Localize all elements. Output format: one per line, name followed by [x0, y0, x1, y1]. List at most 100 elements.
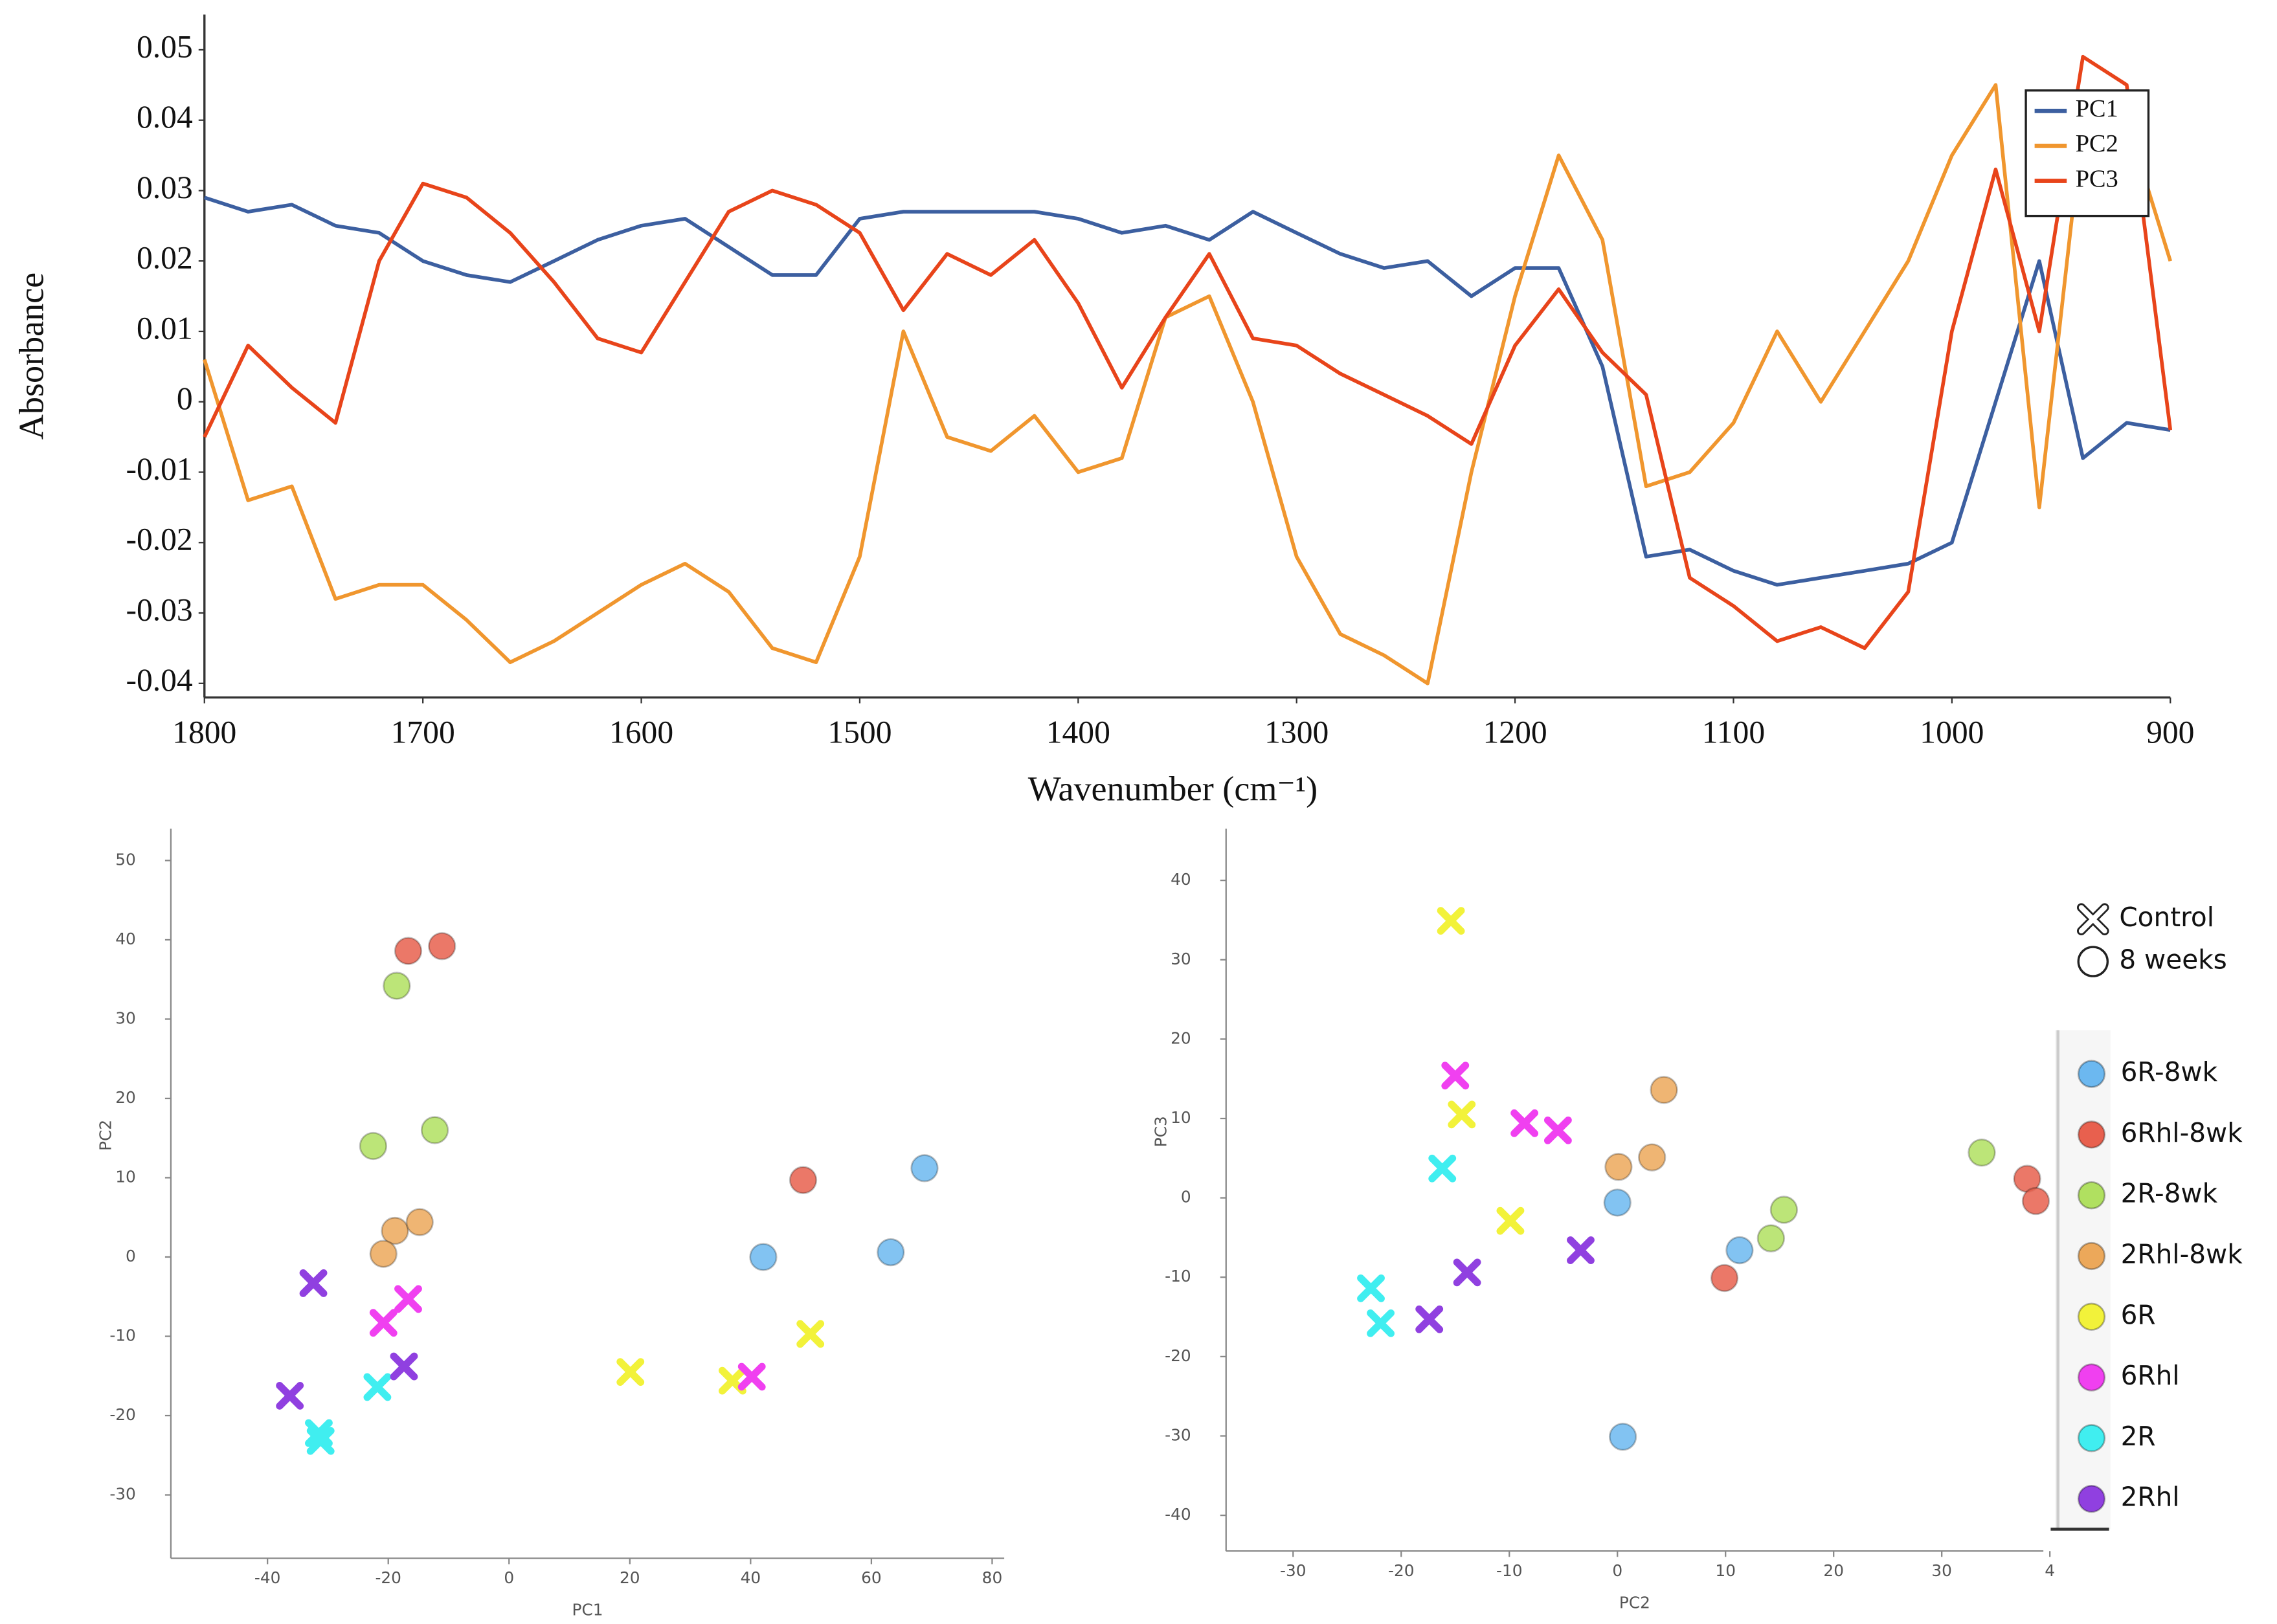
legend-label: PC2 — [2076, 130, 2118, 157]
x-axis-label: PC2 — [1619, 1593, 1650, 1612]
y-tick-label: 30 — [115, 1008, 136, 1027]
legend-box — [2025, 89, 2150, 217]
legend-marker — [2077, 946, 2109, 977]
y-tick-label: 30 — [1171, 950, 1191, 968]
legend-label: 2Rhl-8wk — [2121, 1238, 2243, 1269]
y-axis-label: PC3 — [1152, 1116, 1171, 1147]
x-marker — [1428, 1154, 1457, 1183]
x-marker — [1448, 1100, 1476, 1129]
x-marker — [369, 1309, 398, 1337]
y-tick-label: 0 — [1181, 1188, 1191, 1207]
x-axis-label: Wavenumber (cm⁻¹) — [1028, 769, 1318, 808]
x-marker — [1496, 1207, 1525, 1235]
legend-marker — [2077, 1060, 2106, 1088]
y-tick-label: -10 — [1165, 1267, 1191, 1285]
x-marker — [1357, 1274, 1385, 1302]
legend-label: 6R-8wk — [2121, 1056, 2218, 1087]
line-series — [203, 54, 2173, 651]
x-marker — [1510, 1109, 1539, 1137]
x-tick-label: 1600 — [609, 715, 673, 750]
y-axis-label: PC2 — [96, 1120, 115, 1151]
y-tick-label: 40 — [115, 929, 136, 948]
y-tick-label: -0.04 — [126, 662, 192, 698]
circle-marker — [1603, 1188, 1632, 1217]
y-tick-label: 10 — [115, 1167, 136, 1186]
x-marker — [299, 1269, 328, 1297]
circle-marker — [1650, 1076, 1678, 1104]
circle-marker — [405, 1208, 434, 1236]
legend-label: 6R — [2121, 1299, 2156, 1330]
legend-panel — [2055, 1030, 2111, 1529]
circle-marker — [420, 1116, 449, 1144]
y-tick-label: 0.04 — [137, 99, 193, 135]
x-marker — [616, 1358, 645, 1386]
circle-marker — [1769, 1196, 1799, 1224]
y-tick-label: 0 — [177, 381, 193, 416]
legend-marker — [2077, 1363, 2106, 1392]
x-tick-label: 1400 — [1046, 715, 1110, 750]
x-tick-label: 4 — [2045, 1561, 2055, 1580]
x-tick-label: 900 — [2146, 715, 2194, 750]
circle-marker — [1968, 1139, 1996, 1167]
y-tick-label: 0.01 — [137, 310, 193, 346]
x-tick-label: 80 — [982, 1568, 1003, 1587]
x-tick-label: 0 — [504, 1568, 514, 1587]
x-axis-label: PC1 — [572, 1601, 603, 1619]
x-tick-label: -10 — [1496, 1561, 1522, 1580]
circle-marker — [910, 1154, 939, 1183]
circle-marker — [1604, 1153, 1633, 1181]
circle-marker — [381, 1216, 409, 1245]
circle-marker — [1725, 1236, 1754, 1265]
x-tick-label: 1000 — [1920, 715, 1984, 750]
circle-marker — [1710, 1263, 1739, 1293]
legend-label: PC1 — [2076, 95, 2118, 122]
x-marker — [276, 1381, 304, 1410]
y-tick-label: 50 — [115, 850, 136, 869]
x-marker — [1437, 907, 1465, 935]
y-tick-label: -0.02 — [126, 522, 192, 557]
x-tick-label: 1800 — [172, 715, 236, 750]
circle-marker — [369, 1240, 398, 1268]
circle-marker — [383, 972, 411, 1000]
legend-marker — [2077, 1241, 2106, 1271]
y-tick-label: 0.05 — [137, 28, 193, 64]
legend-label: 6Rhl — [2121, 1360, 2180, 1391]
x-marker — [1453, 1258, 1481, 1287]
y-tick-label: -30 — [109, 1485, 135, 1504]
x-tick-label: 1700 — [391, 715, 455, 750]
x-marker — [1441, 1062, 1470, 1090]
x-marker — [1415, 1305, 1444, 1333]
legend-marker — [2077, 1181, 2106, 1210]
y-tick-label: 10 — [1171, 1108, 1191, 1127]
x-tick-label: -30 — [1280, 1561, 1306, 1580]
x-tick-label: 0 — [1612, 1561, 1622, 1580]
x-tick-label: 30 — [1931, 1561, 1952, 1580]
x-marker — [390, 1352, 418, 1381]
y-tick-label: 20 — [1171, 1029, 1191, 1047]
circle-marker — [428, 932, 456, 961]
circle-marker — [1638, 1143, 1666, 1172]
y-tick-label: 0.03 — [137, 170, 193, 205]
legend-marker — [2077, 1120, 2106, 1149]
x-tick-label: -20 — [1388, 1561, 1414, 1580]
x-marker — [1567, 1236, 1595, 1264]
circle-marker — [2021, 1186, 2050, 1216]
y-tick-label: -0.03 — [126, 592, 192, 627]
legend-marker — [2077, 1484, 2106, 1513]
x-marker — [363, 1373, 392, 1401]
legend-marker — [2077, 1424, 2106, 1452]
y-tick-label: 0.02 — [137, 240, 193, 276]
circle-marker — [394, 937, 423, 965]
x-marker — [737, 1363, 766, 1391]
y-tick-label: 0 — [126, 1247, 136, 1265]
legend-label: 2R — [2121, 1421, 2156, 1452]
x-marker — [394, 1285, 422, 1313]
legend-label: 2Rhl — [2121, 1482, 2180, 1513]
x-marker — [306, 1427, 335, 1455]
x-marker — [1367, 1309, 1395, 1337]
x-tick-label: 20 — [620, 1568, 640, 1587]
x-tick-label: 40 — [741, 1568, 761, 1587]
legend-label: PC3 — [2076, 165, 2118, 192]
x-tick-label: 1200 — [1483, 715, 1547, 750]
